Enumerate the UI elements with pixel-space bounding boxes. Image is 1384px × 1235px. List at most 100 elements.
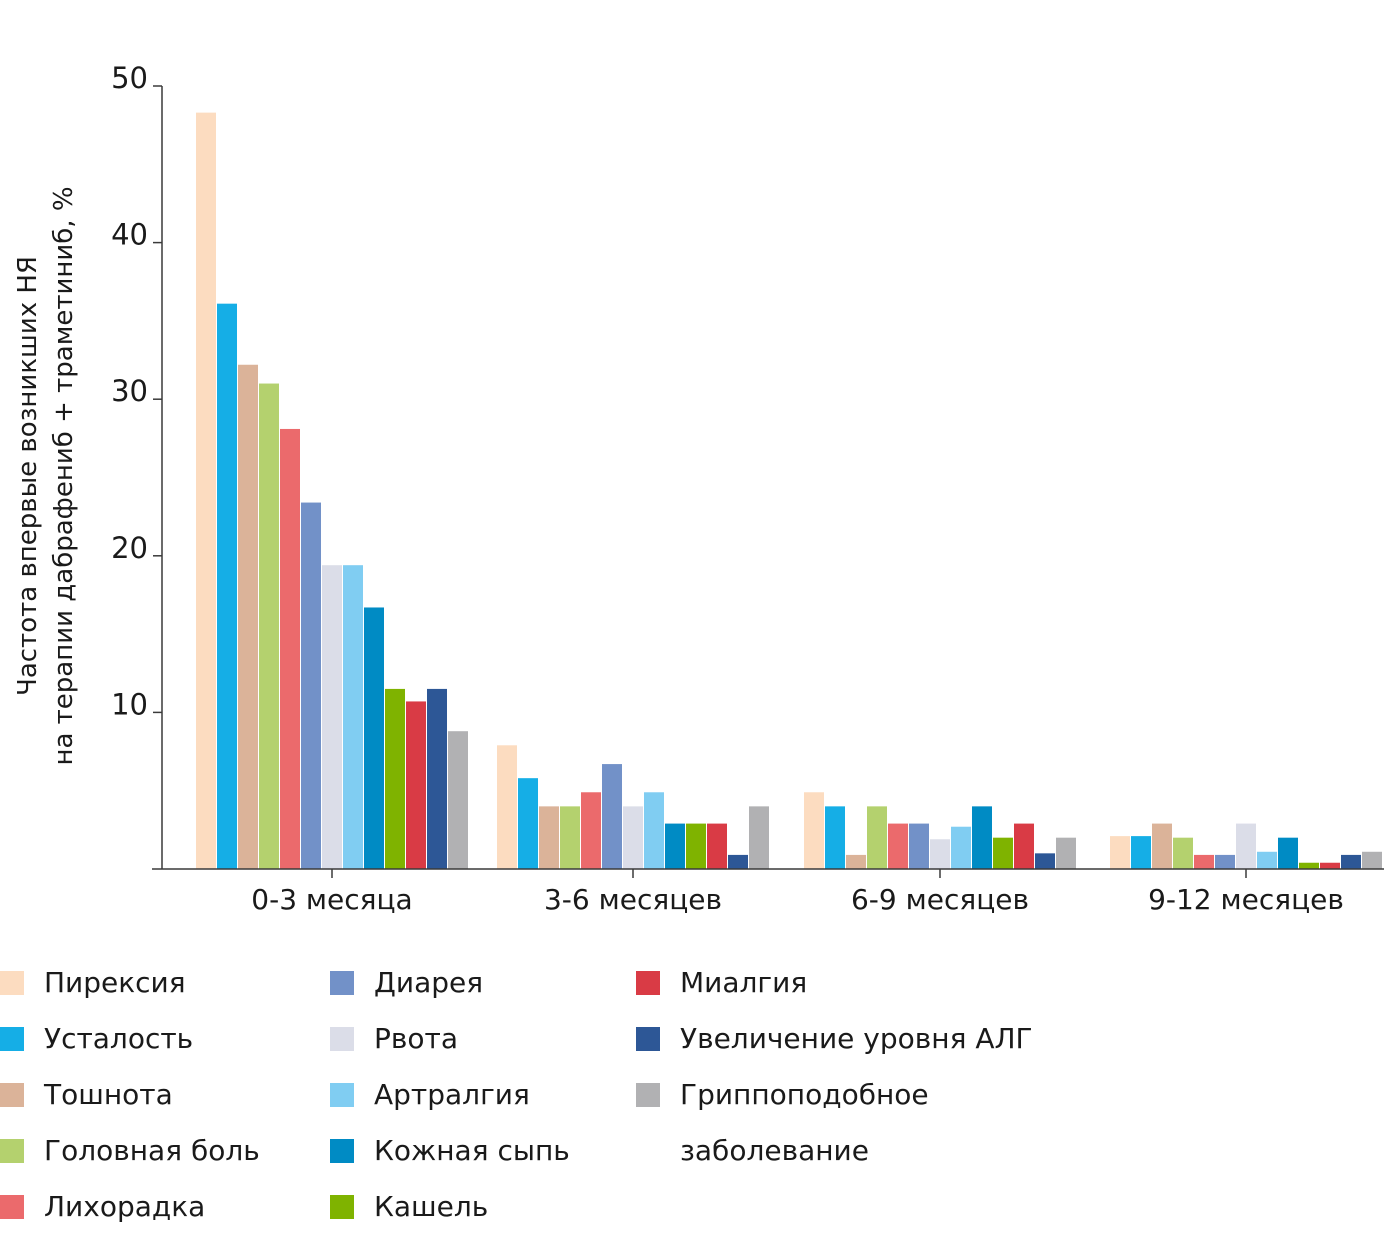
legend-label-1: Усталость (44, 1022, 194, 1055)
legend-item-6: Рвота (330, 1011, 458, 1067)
bar-2-0 (804, 792, 824, 869)
x-tick-label-0: 0-3 месяца (251, 883, 412, 916)
legend-swatch-4 (0, 1195, 24, 1219)
legend-label-8: Кожная сыпь (374, 1134, 570, 1167)
bar-3-11 (1341, 854, 1361, 869)
legend-item-9: Кашель (330, 1179, 488, 1235)
y-tick-label-40: 40 (111, 218, 148, 252)
bar-0-3 (259, 383, 279, 869)
bar-0-5 (301, 502, 321, 869)
legend-swatch-6 (330, 1027, 354, 1051)
legend-label-0: Пирексия (44, 966, 186, 999)
bar-group-3 (1110, 823, 1382, 869)
bar-1-5 (602, 764, 622, 869)
legend-item-10: Миалгия (636, 955, 807, 1011)
legend-item-3: Головная боль (0, 1123, 260, 1179)
legend-swatch-10 (636, 971, 660, 995)
legend-swatch-0 (0, 971, 24, 995)
bar-1-8 (665, 823, 685, 869)
bar-0-0 (196, 112, 216, 869)
legend-swatch-2 (0, 1083, 24, 1107)
legend-label-7: Артралгия (374, 1078, 530, 1111)
x-tick-label-1: 3-6 месяцев (544, 883, 722, 916)
legend-label-12: Гриппоподобное заболевание (680, 1078, 929, 1167)
bar-3-10 (1320, 862, 1340, 869)
bar-group-2 (804, 792, 1076, 869)
y-tick-label-20: 20 (111, 531, 148, 565)
bar-3-0 (1110, 836, 1130, 869)
legend-swatch-12 (636, 1083, 660, 1107)
bar-3-4 (1194, 854, 1214, 869)
bar-3-6 (1236, 823, 1256, 869)
bar-2-5 (909, 823, 929, 869)
bar-0-11 (427, 688, 447, 869)
bar-1-9 (686, 823, 706, 869)
bar-3-12 (1362, 851, 1382, 869)
bar-3-1 (1131, 836, 1151, 869)
y-axis-title-line2: на терапии дабрафениб + траметиниб, % (49, 186, 79, 765)
bar-0-8 (364, 607, 384, 869)
bar-3-5 (1215, 854, 1235, 869)
bar-1-7 (644, 792, 664, 869)
legend-item-7: Артралгия (330, 1067, 530, 1123)
legend-swatch-8 (330, 1139, 354, 1163)
bar-1-2 (539, 806, 559, 869)
bar-1-4 (581, 792, 601, 869)
legend-item-0: Пирексия (0, 955, 186, 1011)
y-tick-label-30: 30 (111, 374, 148, 408)
bar-0-4 (280, 428, 300, 869)
bar-2-10 (1014, 823, 1034, 869)
x-axis: 0-3 месяца 3-6 месяцев 6-9 месяцев 9-12 мес… (152, 868, 1384, 916)
bar-3-8 (1278, 837, 1298, 869)
legend-item-11: Увеличение уровня АЛГ (636, 1011, 1033, 1067)
bar-2-6 (930, 839, 950, 869)
y-axis-title: Частота впервые возникших НЯ на терапии … (13, 186, 79, 765)
legend-label-5: Диарея (374, 966, 484, 999)
legend-swatch-3 (0, 1139, 24, 1163)
y-tick-label-10: 10 (111, 687, 148, 721)
legend-swatch-11 (636, 1027, 660, 1051)
bar-2-2 (846, 854, 866, 869)
bar-chart: Частота впервые возникших НЯ на терапии … (13, 61, 1384, 916)
x-tick-label-3: 9-12 месяцев (1148, 883, 1344, 916)
legend-swatch-5 (330, 971, 354, 995)
bar-1-12 (749, 806, 769, 869)
y-axis: 10 20 30 40 50 (111, 61, 163, 869)
x-tick-label-2: 6-9 месяцев (851, 883, 1029, 916)
legend-label-4: Лихорадка (44, 1190, 206, 1223)
bar-1-11 (728, 854, 748, 869)
bar-1-10 (707, 823, 727, 869)
legend-label-2: Тошнота (44, 1078, 173, 1111)
legend-label-11: Увеличение уровня АЛГ (680, 1022, 1033, 1055)
legend-item-12: Гриппоподобное заболевание (636, 1067, 929, 1167)
y-tick-label-50: 50 (111, 61, 148, 95)
y-axis-title-line1: Частота впервые возникших НЯ (13, 256, 43, 696)
bar-0-10 (406, 701, 426, 869)
legend-item-5: Диарея (330, 955, 483, 1011)
legend-swatch-9 (330, 1195, 354, 1219)
bar-0-9 (385, 688, 405, 869)
legend-label-6: Рвота (374, 1022, 458, 1055)
legend-label-3: Головная боль (44, 1134, 260, 1167)
bar-0-2 (238, 364, 258, 869)
bar-1-0 (497, 745, 517, 869)
bar-1-3 (560, 806, 580, 869)
bar-3-9 (1299, 862, 1319, 869)
legend-item-1: Усталость (0, 1011, 193, 1067)
legend-item-8: Кожная сыпь (330, 1123, 570, 1179)
legend: Пирексия Усталость Тошнота Головная боль Лих… (0, 955, 1384, 1234)
bar-group-1 (497, 745, 769, 869)
legend-item-2: Тошнота (0, 1067, 173, 1123)
legend-swatch-7 (330, 1083, 354, 1107)
bar-2-3 (867, 806, 887, 869)
bar-3-2 (1152, 823, 1172, 869)
bar-2-1 (825, 806, 845, 869)
bar-3-7 (1257, 851, 1277, 869)
bar-0-7 (343, 565, 363, 869)
legend-swatch-1 (0, 1027, 24, 1051)
bar-2-11 (1035, 853, 1055, 869)
bar-0-12 (448, 731, 468, 869)
legend-item-4: Лихорадка (0, 1179, 205, 1235)
bar-0-1 (217, 303, 237, 869)
bar-2-12 (1056, 837, 1076, 869)
